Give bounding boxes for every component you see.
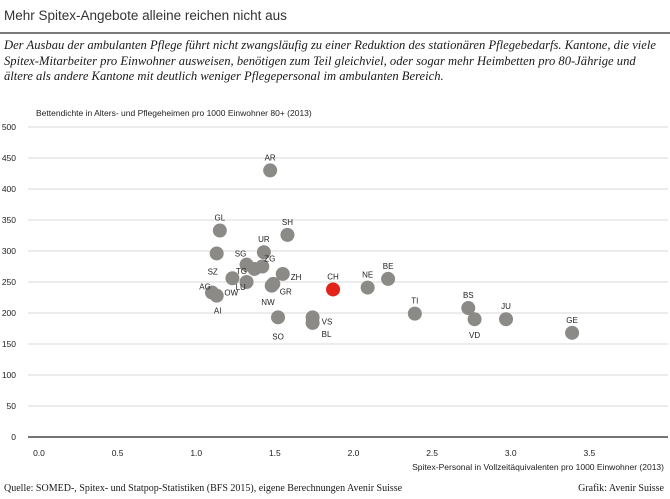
data-points — [204, 163, 580, 340]
data-point-ai — [209, 288, 224, 303]
point-label-sh: SH — [282, 218, 293, 227]
y-tick-label: 100 — [2, 370, 16, 380]
x-tick-label: 2.5 — [426, 448, 438, 458]
data-point-ne — [360, 280, 375, 295]
point-label-bl: BL — [322, 330, 332, 339]
y-tick-label: 0 — [11, 432, 16, 442]
y-tick-label: 50 — [7, 401, 17, 411]
point-label-ti: TI — [411, 297, 418, 306]
point-label-ne: NE — [362, 271, 373, 280]
point-label-ch: CH — [327, 272, 339, 281]
x-tick-label: 1.0 — [190, 448, 202, 458]
point-label-nw: NW — [261, 298, 275, 307]
point-label-ai: AI — [214, 307, 222, 316]
point-label-lu: LU — [236, 283, 246, 292]
point-label-gl: GL — [215, 214, 226, 223]
point-label-ar: AR — [265, 153, 276, 162]
point-label-ag: AG — [199, 283, 211, 292]
y-tick-labels: 0 50 100 150 200 250 300 350 400 450 500 — [2, 122, 16, 442]
point-label-vd: VD — [469, 331, 480, 340]
data-point-sz — [209, 246, 224, 261]
x-axis-label: Spitex-Personal in Vollzeitäquivalenten … — [412, 462, 664, 472]
point-label-bs: BS — [463, 291, 474, 300]
point-label-zg: ZG — [264, 255, 275, 264]
data-point-bs — [461, 301, 476, 316]
x-tick-label: 0.5 — [112, 448, 124, 458]
data-point-sh — [280, 227, 295, 242]
y-tick-label: 200 — [2, 308, 16, 318]
chart-title: Mehr Spitex-Angebote alleine reichen nic… — [4, 8, 287, 23]
point-label-zh: ZH — [291, 273, 302, 282]
data-point-ar — [263, 163, 278, 178]
data-point-gr — [264, 278, 279, 293]
data-point-bl — [305, 315, 320, 330]
point-label-be: BE — [383, 262, 394, 271]
data-point-ch — [326, 282, 341, 297]
y-tick-label: 400 — [2, 184, 16, 194]
point-label-ge: GE — [566, 316, 578, 325]
point-label-sg: SG — [235, 250, 247, 259]
source-note: Quelle: SOMED-, Spitex- und Statpop-Stat… — [4, 483, 403, 494]
title-divider — [0, 32, 670, 34]
data-point-tg — [247, 261, 262, 276]
y-tick-label: 450 — [2, 153, 16, 163]
point-label-gr: GR — [280, 288, 292, 297]
data-point-gl — [212, 223, 227, 238]
point-label-ow: OW — [224, 288, 238, 297]
x-tick-label: 1.5 — [269, 448, 281, 458]
x-tick-label: 3.0 — [505, 448, 517, 458]
data-point-ge — [565, 325, 580, 340]
point-label-ju: JU — [501, 302, 511, 311]
point-label-vs: VS — [322, 317, 333, 326]
gridlines — [28, 126, 668, 407]
data-point-ow — [225, 271, 240, 286]
x-tick-labels: 0.0 0.5 1.0 1.5 2.0 2.5 3.0 3.5 — [33, 448, 595, 458]
data-point-lu — [239, 275, 254, 289]
data-point-ti — [407, 306, 422, 321]
y-tick-label: 500 — [2, 122, 16, 132]
graphic-credit: Grafik: Avenir Suisse — [578, 483, 664, 494]
y-tick-label: 250 — [2, 277, 16, 287]
data-point-ur — [256, 245, 271, 260]
data-point-vd — [467, 312, 482, 327]
point-label-tg: TG — [236, 267, 247, 276]
point-label-ur: UR — [258, 235, 270, 244]
y-tick-label: 350 — [2, 215, 16, 225]
data-point-ju — [499, 312, 514, 327]
y-tick-label: 300 — [2, 246, 16, 256]
chart-subtitle: Der Ausbau der ambulanten Pflege führt n… — [4, 38, 656, 83]
y-axis-label: Bettendichte in Alters- und Pflegeheimen… — [36, 108, 312, 118]
point-label-sz: SZ — [208, 267, 218, 276]
data-point-so — [271, 310, 286, 325]
x-tick-label: 0.0 — [33, 448, 45, 458]
y-tick-label: 150 — [2, 339, 16, 349]
data-point-be — [381, 271, 396, 286]
data-point-zh — [275, 266, 290, 281]
x-tick-label: 3.5 — [583, 448, 595, 458]
point-label-so: SO — [272, 332, 284, 341]
x-tick-label: 2.0 — [348, 448, 360, 458]
